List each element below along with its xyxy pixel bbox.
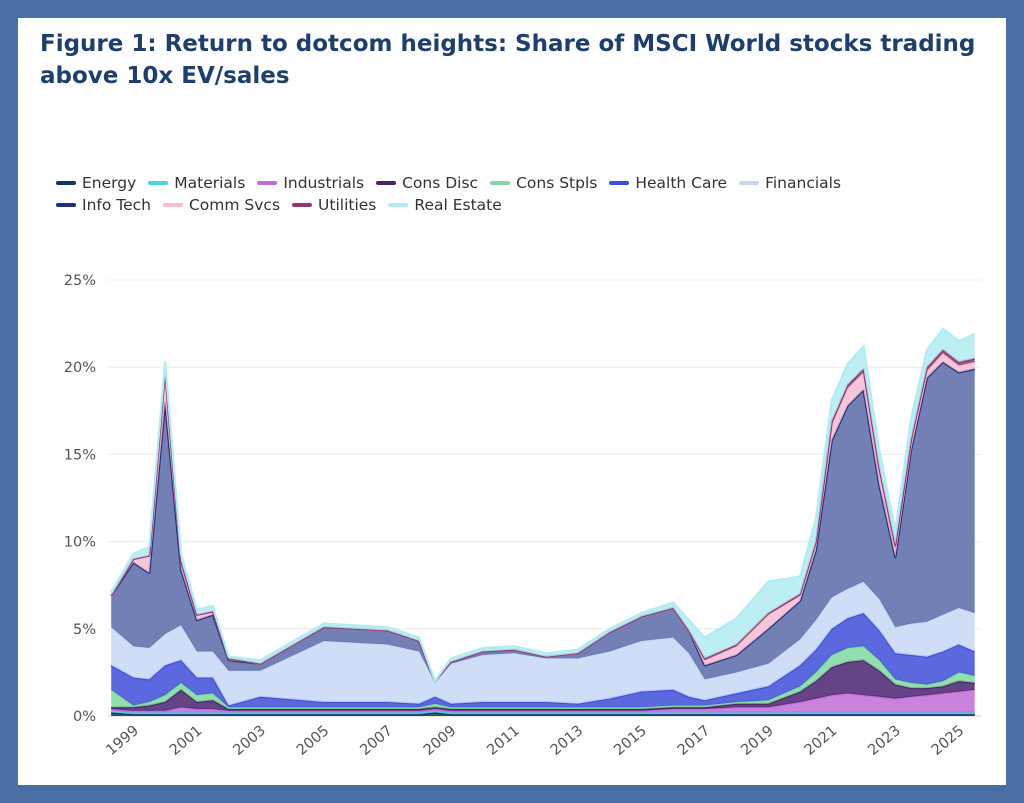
legend-swatch bbox=[376, 180, 397, 185]
legend-swatch bbox=[490, 180, 511, 185]
legend-swatch bbox=[292, 202, 313, 207]
area-layers bbox=[110, 327, 976, 716]
legend-label: Utilities bbox=[318, 196, 377, 214]
area-industrials bbox=[111, 689, 975, 713]
x-tick-label: 2007 bbox=[357, 723, 396, 759]
y-tick-label: 10% bbox=[64, 535, 96, 551]
legend-item-cons-disc: Cons Disc bbox=[376, 172, 478, 194]
legend-swatch bbox=[739, 180, 760, 185]
legend-item-utilities: Utilities bbox=[292, 194, 376, 216]
legend-label: Info Tech bbox=[82, 196, 151, 214]
legend-item-comm-svcs: Comm Svcs bbox=[162, 194, 281, 216]
legend-label: Health Care bbox=[635, 174, 728, 192]
legend-item-health-care: Health Care bbox=[609, 172, 727, 194]
legend-item-materials: Materials bbox=[148, 172, 245, 194]
legend-label: Cons Stpls bbox=[516, 174, 598, 192]
legend-swatch bbox=[148, 180, 169, 185]
stacked-area-chart: 0% 5% 10% 15% 20% 25% 1999 2001 2003 2005 2007 2009… bbox=[64, 273, 981, 759]
area-financials bbox=[111, 581, 975, 706]
x-tick-label: 2003 bbox=[230, 723, 269, 759]
chart-card: Figure 1: Return to dotcom heights: Shar… bbox=[18, 18, 1006, 785]
chart-legend: Energy Materials Industrials Cons Disc Cons … bbox=[56, 172, 956, 216]
series-line-real-estate bbox=[110, 327, 976, 683]
legend-label: Materials bbox=[174, 174, 246, 192]
legend-label: Industrials bbox=[283, 174, 365, 192]
area-info-tech bbox=[111, 362, 975, 683]
x-tick-label: 2009 bbox=[421, 723, 460, 759]
area-cons-disc bbox=[111, 660, 975, 711]
legend-item-cons-stpls: Cons Stpls bbox=[490, 172, 597, 194]
y-tick-label: 5% bbox=[73, 622, 96, 638]
legend-swatch bbox=[609, 180, 630, 185]
chart-title: Figure 1: Return to dotcom heights: Shar… bbox=[40, 31, 976, 89]
legend-swatch bbox=[162, 202, 183, 207]
x-tick-label: 2019 bbox=[738, 723, 777, 759]
x-tick-label: 2017 bbox=[675, 723, 714, 759]
x-tick-label: 2025 bbox=[929, 723, 968, 759]
x-tick-label: 2023 bbox=[865, 723, 904, 759]
legend-swatch bbox=[56, 202, 76, 207]
legend-label: Cons Disc bbox=[402, 174, 479, 192]
y-tick-label: 0% bbox=[73, 709, 96, 725]
legend-item-real-estate: Real Estate bbox=[388, 194, 502, 216]
legend-label: Energy bbox=[82, 174, 137, 192]
x-tick-label: 2013 bbox=[548, 723, 587, 759]
y-tick-label: 25% bbox=[64, 273, 96, 289]
legend-item-industrials: Industrials bbox=[257, 172, 364, 194]
legend-item-energy: Energy bbox=[56, 172, 136, 194]
legend-label: Comm Svcs bbox=[188, 196, 281, 214]
x-tick-label: 2021 bbox=[802, 723, 841, 759]
legend-label: Real Estate bbox=[414, 196, 502, 214]
legend-swatch bbox=[56, 180, 76, 185]
legend-item-info-tech: Info Tech bbox=[56, 194, 151, 216]
y-tick-label: 15% bbox=[64, 447, 96, 463]
legend-swatch bbox=[257, 180, 278, 185]
x-tick-label: 2005 bbox=[294, 723, 333, 759]
legend-swatch bbox=[388, 202, 409, 207]
legend-label: Financials bbox=[765, 174, 842, 192]
x-tick-label: 2001 bbox=[167, 723, 206, 759]
x-tick-label: 2011 bbox=[484, 723, 523, 759]
x-tick-label: 1999 bbox=[103, 723, 142, 759]
x-tick-label: 2015 bbox=[611, 723, 650, 759]
legend-item-financials: Financials bbox=[739, 172, 841, 194]
y-tick-label: 20% bbox=[64, 360, 96, 376]
